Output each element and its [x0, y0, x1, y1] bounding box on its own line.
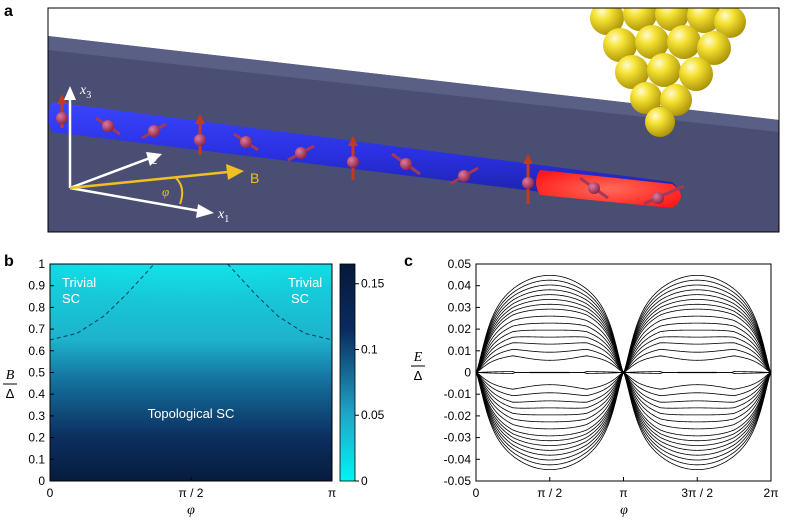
spectrum-xtick-label: 2π: [764, 486, 779, 500]
phase-ytick-label: 0.1: [28, 452, 45, 466]
spin-tilt-6: [449, 166, 479, 186]
spectrum-xtick-label: 3π / 2: [681, 486, 713, 500]
phase-ylabel-num: B: [6, 368, 15, 383]
colorbar-tick-label: 0: [361, 474, 368, 488]
nanowire: [48, 102, 680, 208]
x1-arrowhead: [196, 204, 214, 218]
colorbar-tick-label: 0.05: [361, 408, 385, 422]
phase-xtick-label: π: [328, 486, 336, 500]
spin-tilt-2: [141, 122, 167, 140]
phase-ytick-label: 0.9: [28, 279, 45, 293]
field-label: B: [250, 170, 259, 186]
panel-a-letter: a: [4, 3, 13, 20]
phase-boundary-left: [50, 264, 155, 341]
spin-tilt-7: [579, 176, 609, 200]
colorbar: 0 0.05 0.1 0.15: [339, 263, 385, 488]
phase-xtick-label: 0: [47, 486, 54, 500]
topological-sc-label: Topological SC: [148, 406, 235, 421]
phase-xtick-label: π / 2: [179, 486, 204, 500]
spin-up-3: [347, 136, 359, 180]
spectrum-x-ticks: 0 π / 2 π 3π / 2 2π: [473, 477, 779, 500]
spin-up-4: [522, 154, 534, 204]
spectrum-ytick-label: 0.01: [448, 344, 472, 358]
spectrum-xlabel: φ: [620, 503, 628, 518]
phase-ytick-label: 0: [38, 474, 45, 488]
spectrum-ytick-label: -0.04: [444, 452, 472, 466]
phase-ytick-label: 1: [38, 257, 45, 271]
field-vector: [69, 170, 229, 190]
spin-up-1: [56, 94, 68, 128]
angle-arc: [175, 177, 184, 205]
heatmap-highlight: [50, 264, 332, 364]
phase-y-ticks: 0 0.1 0.2 0.3 0.4 0.5 0.6 0.7 0.8 0.9 1: [28, 257, 54, 488]
spin-tilt-8: [643, 184, 685, 206]
phase-ytick-label: 0.6: [28, 344, 45, 358]
trivial-sc-left-line2: SC: [62, 291, 80, 306]
colorbar-gradient: [339, 263, 356, 482]
spectrum-ytick-label: -0.01: [444, 387, 472, 401]
phase-ytick-label: 0.5: [28, 366, 45, 380]
spin-tilt-4: [287, 144, 315, 162]
colorbar-tick-label: 0.15: [361, 277, 385, 291]
x3-label: x3: [79, 83, 91, 101]
band-curve: [475, 371, 772, 471]
stm-tip: [590, 8, 746, 137]
spectrum-bands: [475, 274, 772, 471]
panel-c-letter: c: [404, 253, 413, 270]
phase-ytick-label: 0.3: [28, 409, 45, 423]
spectrum-ytick-label: -0.05: [444, 474, 472, 488]
panel-a-frame: [47, 7, 780, 233]
spectrum-ytick-label: 0.02: [448, 322, 472, 336]
trivial-sc-left-line1: Trivial: [62, 275, 96, 290]
spectrum-ytick-label: -0.02: [444, 409, 472, 423]
majorana-region: [536, 170, 681, 208]
phase-ytick-label: 0.7: [28, 322, 45, 336]
spectrum-ytick-label: 0.04: [448, 279, 472, 293]
phase-diagram-plot: 0 π / 2 π 0 0.1 0.2 0.3 0.4 0.5 0.6 0.7 0.8 0.9 1 Tr…: [3, 257, 336, 518]
spin-tilt-3: [233, 132, 259, 152]
spin-tilt-5: [391, 152, 421, 176]
x2-arrowhead: [146, 152, 162, 166]
spin-up-2: [194, 114, 206, 155]
spectrum-xtick-label: π: [619, 486, 627, 500]
panel-b-letter: b: [4, 253, 14, 270]
phase-xlabel: φ: [187, 503, 195, 518]
colorbar-tick-label: 0.1: [361, 342, 378, 356]
field-arrowhead: [226, 164, 244, 180]
phase-ytick-label: 0.8: [28, 300, 45, 314]
x3-arrowhead: [64, 86, 76, 100]
spectrum-ytick-label: -0.03: [444, 431, 472, 445]
phase-x-ticks: 0 π / 2 π: [47, 477, 336, 500]
spectrum-ylabel-num: E: [413, 350, 423, 365]
colorbar-ticks: 0 0.05 0.1 0.15: [355, 277, 385, 488]
spectrum-ylabel-den: Δ: [414, 368, 423, 383]
spin-tilt-1: [95, 116, 121, 136]
x2-label: x2: [145, 149, 157, 167]
trivial-sc-right-line2: SC: [291, 291, 309, 306]
spectrum-xtick-label: π / 2: [537, 486, 562, 500]
coordinate-axes: [64, 86, 244, 218]
trivial-sc-right-line1: Trivial: [288, 275, 322, 290]
phase-boundary-right: [227, 264, 332, 341]
spectrum-y-ticks: -0.05 -0.04 -0.03 -0.02 -0.01 0 0.01 0.02 0.03 0.…: [444, 257, 480, 488]
spectrum-ytick-label: 0.05: [448, 257, 472, 271]
spectrum-ytick-label: 0: [464, 366, 471, 380]
panel-a-illustration: x3 x2 x1 B φ: [48, 8, 779, 232]
spectrum-xtick-label: 0: [473, 486, 480, 500]
x1-label: x1: [217, 207, 229, 225]
phase-ytick-label: 0.2: [28, 431, 45, 445]
phase-ytick-label: 0.4: [28, 387, 45, 401]
spin-chain: [56, 94, 685, 206]
spectrum-ytick-label: 0.03: [448, 300, 472, 314]
phase-ylabel-den: Δ: [6, 386, 15, 401]
angle-label: φ: [162, 184, 169, 199]
